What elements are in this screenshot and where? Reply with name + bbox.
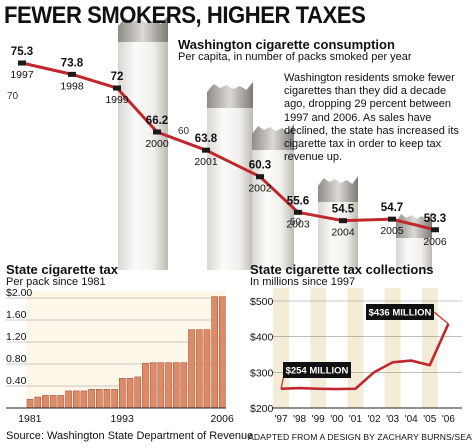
consumption-value-label: 55.6 <box>287 195 309 207</box>
credit-note: ADAPTED FROM A DESIGN BY ZACHARY BURNS/S… <box>248 432 472 442</box>
collections-x-tick-label: '05 <box>423 414 436 425</box>
collections-y-tick-label: $400 <box>250 332 274 344</box>
collections-column-shade <box>273 288 289 408</box>
description-text: Washington residents smoke fewer cigaret… <box>284 72 459 164</box>
cigarette-ash <box>252 124 294 150</box>
tax-y-tick-label: 0.40 <box>6 375 27 387</box>
collections-x-tick-label: '99 <box>312 414 325 425</box>
page-title: FEWER SMOKERS, HIGHER TAXES <box>4 2 366 29</box>
consumption-year-label: 1998 <box>60 80 84 92</box>
collections-annotation-label: $254 MILLION <box>286 366 349 377</box>
collections-x-tick-label: '06 <box>442 414 455 425</box>
consumption-point <box>388 216 396 222</box>
consumption-value-label: 54.7 <box>381 202 403 214</box>
collections-x-tick-label: '97 <box>274 414 287 425</box>
consumption-point <box>68 71 76 77</box>
consumption-value-label: 72 <box>111 71 124 83</box>
collections-annotation-leader <box>433 311 449 325</box>
consumption-point <box>294 209 302 215</box>
consumption-y-tick: 60 <box>178 126 190 137</box>
consumption-value-label: 53.3 <box>424 213 446 225</box>
tax-collections-chart-title: State cigarette tax collections <box>250 262 434 277</box>
tax-rate-chart-subtitle: Per pack since 1981 <box>6 276 106 288</box>
collections-column-shade <box>347 288 364 408</box>
collections-x-tick-label: '01 <box>349 414 362 425</box>
tax-x-tick-label: 1981 <box>18 413 42 425</box>
cigarette-body <box>207 92 253 270</box>
consumption-chart-subtitle: Per capita, in number of packs smoked pe… <box>178 51 412 63</box>
collections-y-tick-label: $500 <box>250 296 274 308</box>
consumption-year-label: 1997 <box>10 69 34 81</box>
tax-y-tick-label: $2.00 <box>6 287 32 299</box>
collections-annotation-box <box>366 304 434 320</box>
consumption-year-label: 2001 <box>194 156 218 168</box>
collections-x-tick-label: '98 <box>293 414 306 425</box>
collections-x-tick-label: '04 <box>405 414 418 425</box>
collections-y-tick-label: $200 <box>250 403 274 415</box>
consumption-year-label: 2003 <box>286 218 310 230</box>
consumption-value-label: 54.5 <box>332 204 355 216</box>
consumption-year-label: 2000 <box>145 138 169 150</box>
consumption-year-label: 2002 <box>248 183 272 195</box>
consumption-value-label: 66.2 <box>146 115 168 127</box>
consumption-value-label: 73.8 <box>61 57 84 69</box>
consumption-y-tick: 70 <box>7 91 19 102</box>
consumption-point <box>256 174 264 180</box>
tax-x-tick-label: 2006 <box>210 413 234 425</box>
collections-x-tick-label: '03 <box>386 414 399 425</box>
cigarette-ash <box>207 82 253 108</box>
tax-x-tick-label: 1993 <box>110 413 134 425</box>
consumption-chart-title: Washington cigarette consumption <box>178 37 395 52</box>
cigarette-ash <box>118 16 168 42</box>
consumption-value-label: 60.3 <box>249 160 271 172</box>
cigarette-body <box>118 26 168 270</box>
consumption-point <box>153 129 161 135</box>
cigarette-ash <box>318 176 358 202</box>
consumption-point <box>202 147 210 153</box>
collections-series-line <box>280 323 450 391</box>
tax-y-tick-label: 0.80 <box>6 353 27 365</box>
consumption-year-label: 2006 <box>423 236 447 248</box>
consumption-point <box>431 227 439 233</box>
consumption-value-label: 63.8 <box>195 133 218 145</box>
consumption-point <box>113 85 121 91</box>
consumption-year-label: 2004 <box>331 227 355 239</box>
collections-x-tick-label: '02 <box>367 414 380 425</box>
consumption-series-line <box>21 61 436 232</box>
consumption-year-label: 2005 <box>380 225 404 237</box>
collections-y-tick-label: $300 <box>250 367 274 379</box>
consumption-year-label: 1999 <box>105 94 129 106</box>
consumption-value-label: 75.3 <box>11 46 33 58</box>
tax-y-tick-label: 1.20 <box>6 331 27 343</box>
collections-x-tick-label: '00 <box>330 414 343 425</box>
collections-annotation-label: $436 MILLION <box>369 308 432 319</box>
collections-annotation-box <box>283 362 351 378</box>
consumption-point <box>339 218 347 224</box>
consumption-point <box>18 60 26 66</box>
tax-collections-chart-subtitle: In millions since 1997 <box>250 276 356 288</box>
source-note: Source: Washington State Department of R… <box>6 430 254 442</box>
consumption-y-tick: 50 <box>290 217 302 228</box>
tax-y-tick-label: 1.60 <box>6 309 27 321</box>
tax-rate-chart-title: State cigarette tax <box>6 262 118 277</box>
